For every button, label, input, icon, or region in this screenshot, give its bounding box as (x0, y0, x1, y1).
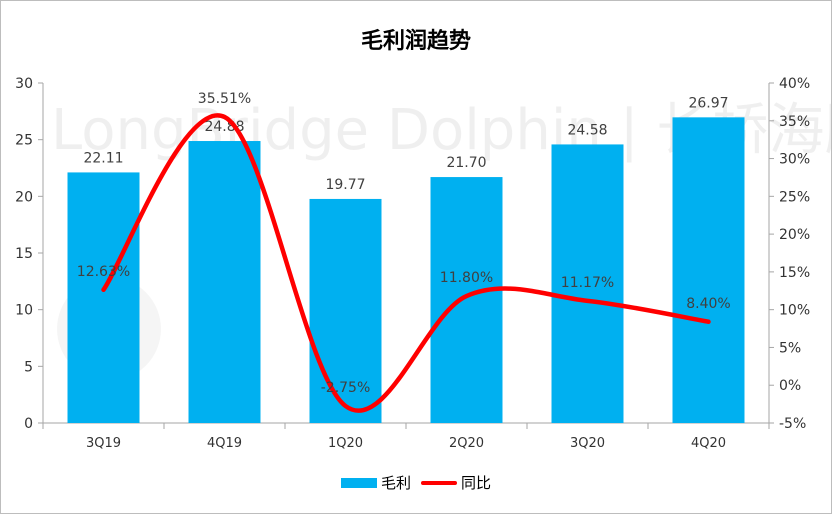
bar (188, 141, 261, 423)
legend-line-swatch (421, 480, 457, 485)
legend-item-bar[interactable]: 毛利 (340, 472, 411, 493)
legend-item-line[interactable]: 同比 (421, 472, 491, 493)
bar-value-label: 26.97 (688, 95, 728, 111)
line-value-label: 11.17% (561, 275, 614, 291)
y-right-tick-label: 25% (779, 189, 810, 205)
y-left-tick-label: 0 (24, 416, 33, 432)
line-value-label: 11.80% (440, 270, 493, 286)
line-value-label: 8.40% (686, 296, 730, 312)
bar (672, 117, 745, 423)
y-right-tick-label: 5% (779, 340, 801, 356)
legend-bar-label: 毛利 (380, 474, 411, 492)
y-right-tick-label: 30% (779, 152, 810, 168)
line-value-label: 12.63% (77, 264, 130, 280)
y-right-tick-label: 15% (779, 265, 810, 281)
x-tick-label: 3Q20 (570, 436, 605, 451)
bar (67, 172, 140, 423)
line-value-label: 35.51% (198, 91, 251, 107)
y-right-tick-label: -5% (779, 416, 806, 432)
y-left-tick-label: 20 (15, 189, 33, 205)
bar-value-label: 21.70 (446, 155, 486, 171)
y-right-tick-label: 35% (779, 114, 810, 130)
bar (309, 198, 382, 423)
x-tick-label: 4Q19 (207, 436, 242, 451)
y-right-tick-label: 10% (779, 303, 810, 319)
y-right-tick-label: 40% (779, 76, 810, 92)
bar (430, 177, 503, 423)
y-right-tick-label: 0% (779, 378, 801, 394)
y-left-tick-label: 25 (15, 133, 33, 149)
line-value-label: -2.75% (321, 380, 371, 396)
bar-value-label: 22.11 (83, 150, 123, 166)
bar-value-label: 19.77 (325, 177, 365, 193)
y-left-tick-label: 5 (24, 359, 33, 375)
legend: 毛利 同比 (1, 472, 831, 493)
legend-bar-swatch (340, 477, 377, 488)
y-left-tick-label: 15 (15, 246, 33, 262)
chart-title: 毛利润趋势 (360, 29, 471, 54)
x-tick-label: 3Q19 (86, 436, 121, 451)
x-tick-label: 2Q20 (449, 436, 484, 451)
x-tick-label: 4Q20 (691, 436, 726, 451)
y-left-tick-label: 10 (15, 303, 33, 319)
bar (551, 144, 624, 423)
series-line (101, 113, 711, 413)
x-tick-label: 1Q20 (328, 436, 363, 451)
y-left-tick-label: 30 (15, 76, 33, 92)
bar-value-label: 24.58 (567, 122, 607, 138)
legend-line-label: 同比 (461, 474, 492, 492)
y-right-tick-label: 20% (779, 227, 810, 243)
